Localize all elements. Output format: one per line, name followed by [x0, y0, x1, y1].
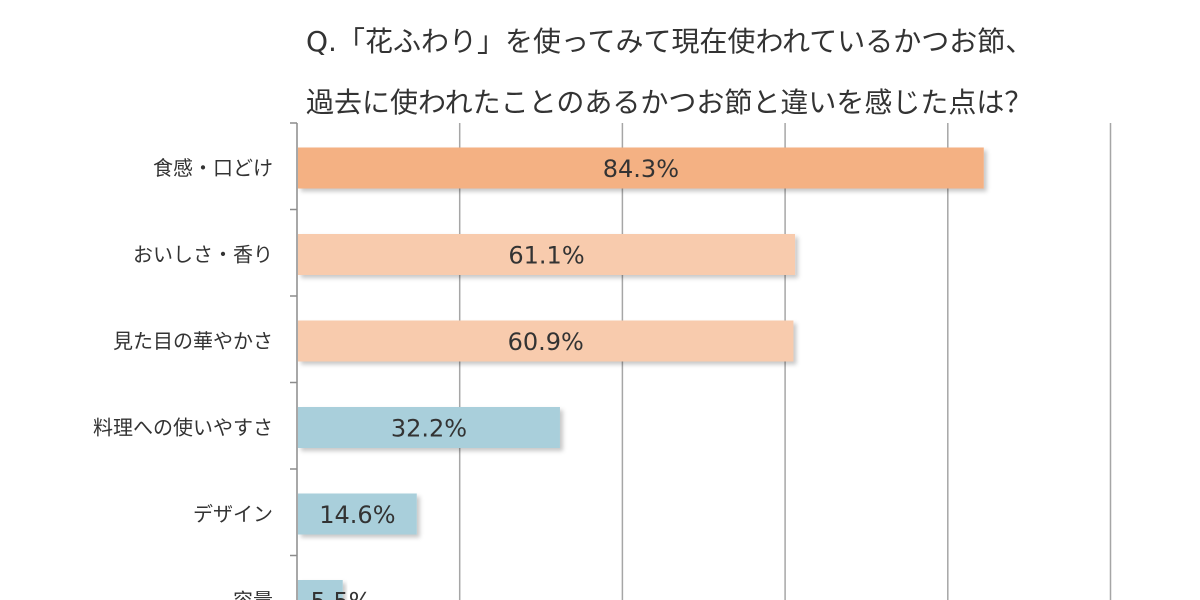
bar-value-label: 61.1%	[508, 242, 584, 270]
category-label: 見た目の華やかさ	[113, 329, 273, 353]
category-label: デザイン	[193, 502, 273, 526]
bar	[298, 407, 560, 448]
bar	[298, 234, 796, 275]
bar	[298, 147, 984, 189]
bar-value-label: 32.2%	[391, 415, 467, 443]
category-label: 料理への使いやすさ	[93, 416, 273, 440]
bar	[298, 320, 794, 362]
bar-value-label: 60.9%	[508, 328, 584, 356]
chart-title-line-2: 過去に使われたことのあるかつお節と違いを感じた点は？	[306, 86, 1032, 119]
category-label: 容量	[233, 589, 273, 600]
bar	[298, 493, 417, 535]
chart-title-line-1: Q.「花ふわり」を使ってみて現在使われているかつお節、	[306, 25, 1033, 58]
category-label: おいしさ・香り	[133, 243, 273, 267]
bar-value-label: 84.3%	[603, 155, 679, 183]
bar	[298, 580, 343, 600]
bar-value-label: 5.5%	[311, 588, 372, 600]
bar-value-label: 14.6%	[319, 501, 395, 529]
category-label: 食感・口どけ	[153, 156, 273, 180]
bars: 84.3% 61.1% 60.9% 32.2% 14.6% 5.5%	[298, 147, 984, 600]
